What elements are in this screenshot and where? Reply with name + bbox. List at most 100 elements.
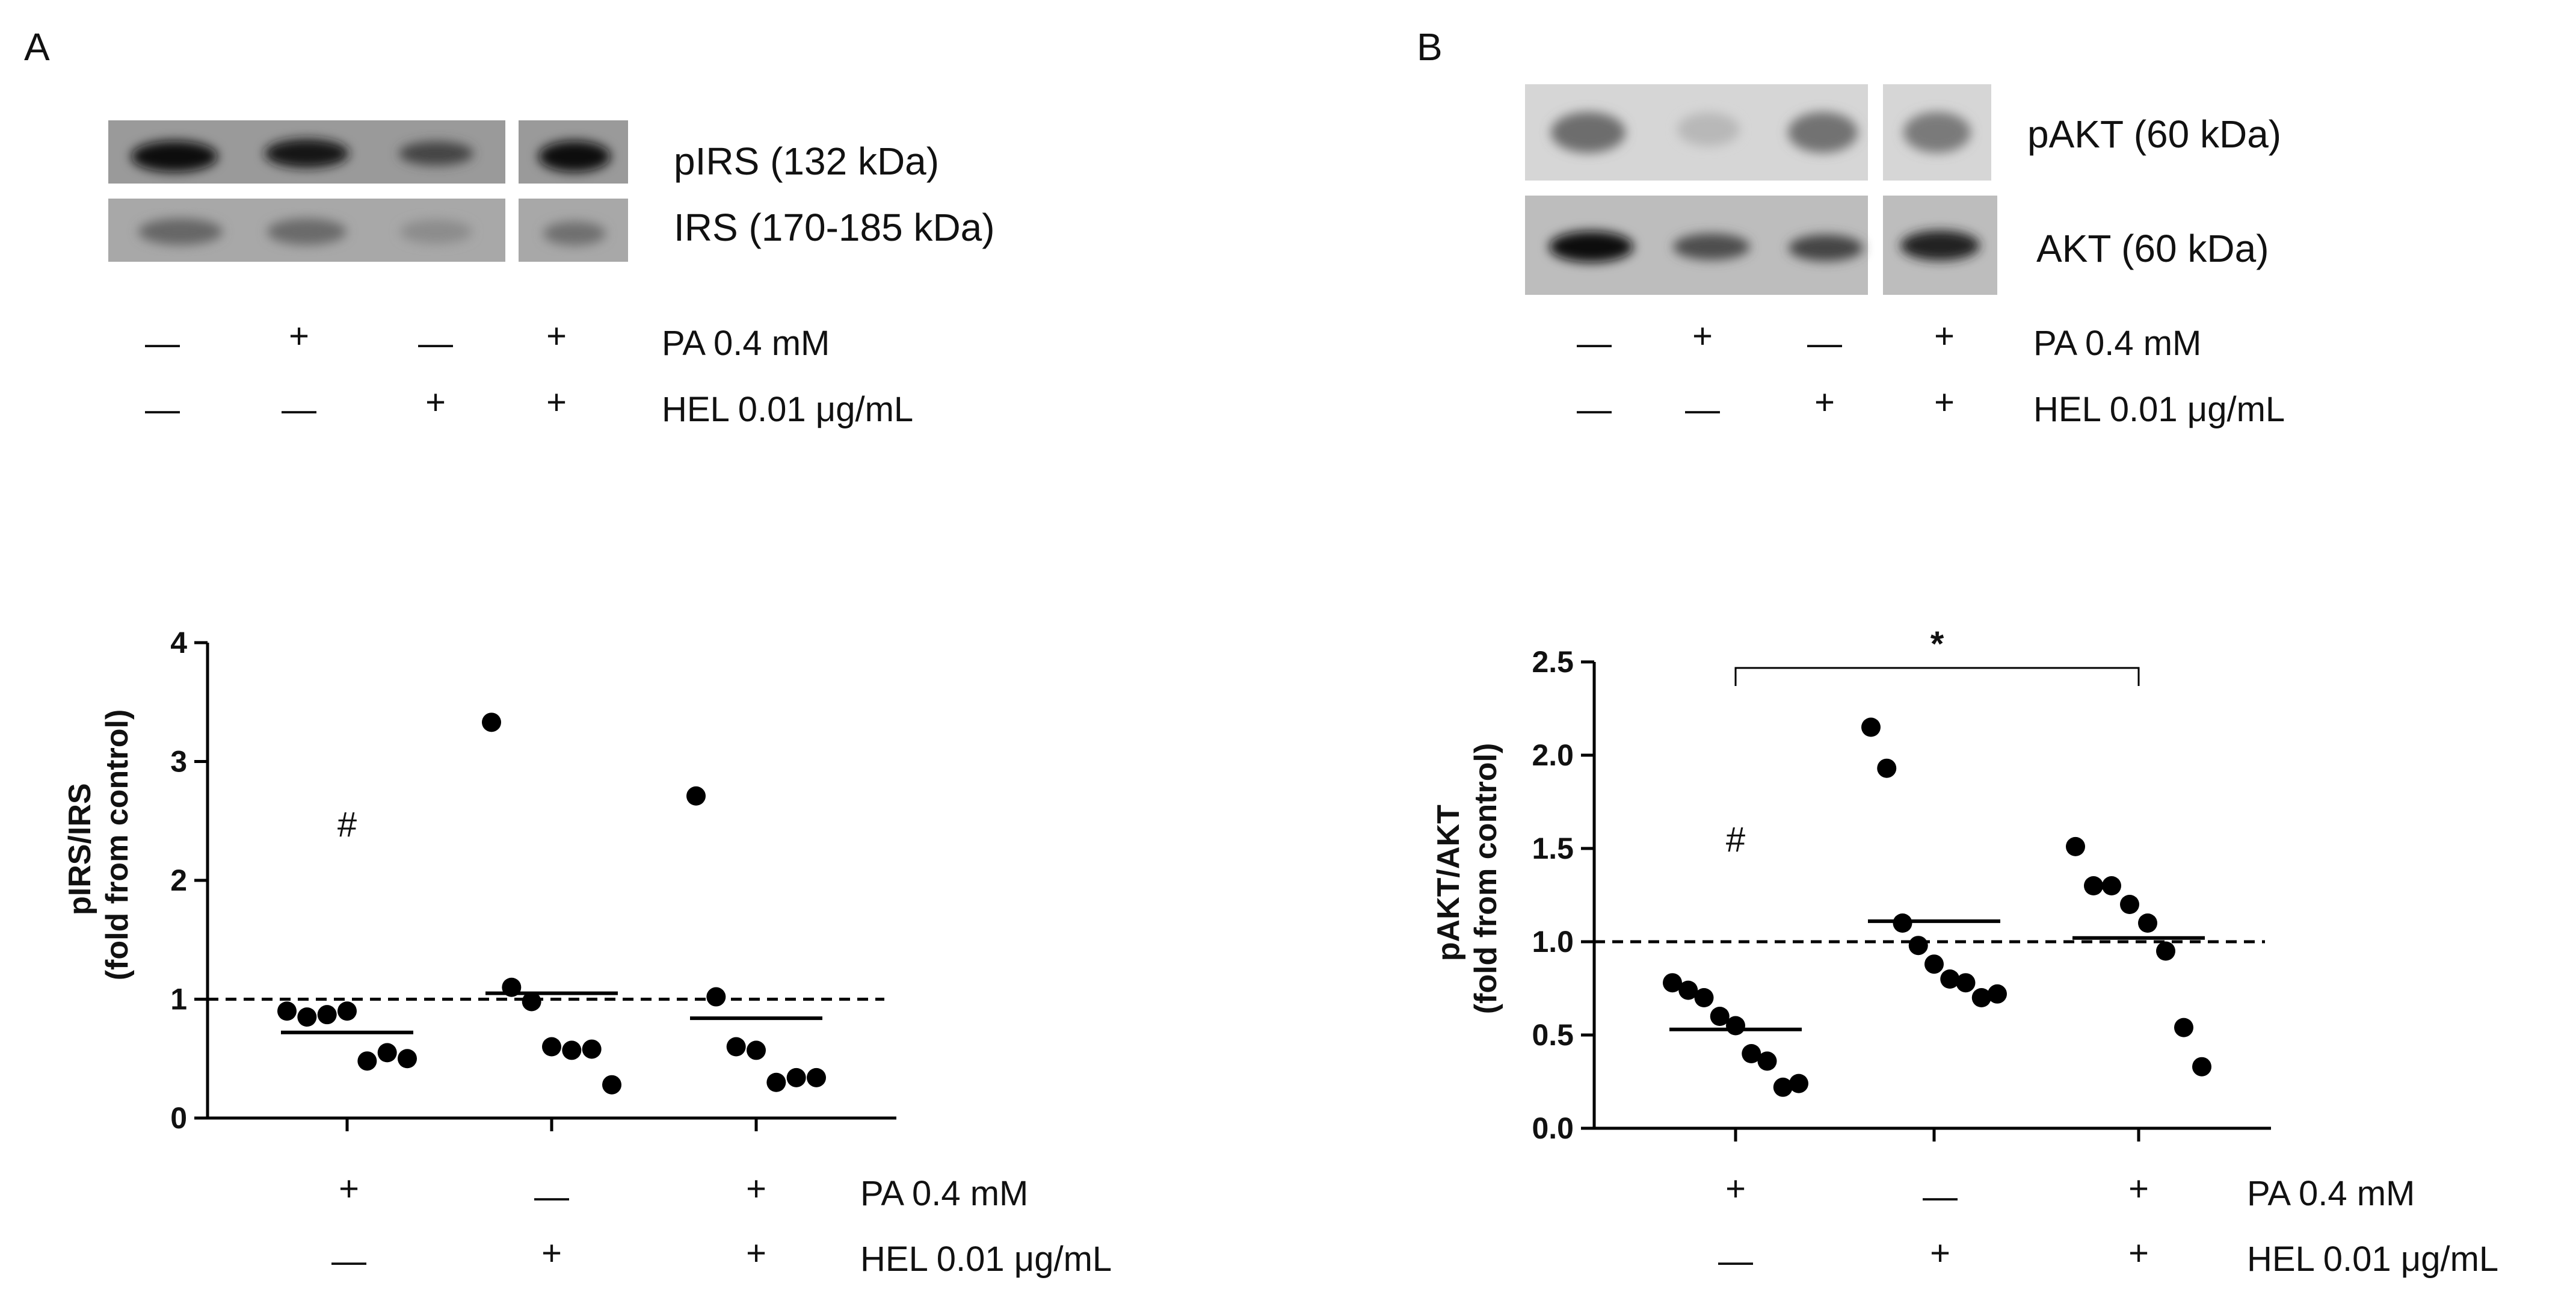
data-point <box>357 1051 377 1071</box>
data-point <box>1877 758 1897 778</box>
significance-mark: # <box>1726 820 1745 859</box>
sign: — <box>145 390 180 429</box>
sign: — <box>418 324 453 363</box>
blot-b-label-2: AKT (60 kDa) <box>2036 227 2269 270</box>
row-label: PA 0.4 mM <box>860 1174 1028 1213</box>
data-point <box>1971 988 1991 1007</box>
sign: + <box>546 317 567 356</box>
data-point <box>398 1049 417 1069</box>
sign: + <box>541 1234 562 1273</box>
data-point <box>1678 980 1698 1000</box>
data-point <box>1757 1051 1777 1071</box>
sign: — <box>145 324 180 363</box>
data-point <box>2138 913 2157 933</box>
chart-a-y-title: pIRS/IRS (fold from control) <box>63 709 135 981</box>
blot-a-treatment-table: — + — + PA 0.4 mM — — + + HEL 0.01 μg/mL <box>145 317 913 429</box>
data-point <box>317 1005 337 1025</box>
sign: + <box>289 317 309 356</box>
y-title-line-1: pAKT/AKT <box>1431 805 1466 961</box>
data-point <box>522 992 541 1012</box>
sign: — <box>282 390 316 429</box>
blot-b-treatment-table: — + — + PA 0.4 mM — — + + HEL 0.01 μg/mL <box>1577 317 2285 429</box>
bracket-significance: * <box>1930 625 1944 664</box>
sign: + <box>1934 383 1955 422</box>
sign: + <box>746 1234 766 1273</box>
data-point <box>2084 876 2103 895</box>
panel-a: A <box>24 25 1112 1281</box>
row-label: PA 0.4 mM <box>662 324 830 363</box>
data-point <box>582 1039 602 1059</box>
data-point <box>1694 988 1714 1007</box>
data-point <box>1956 973 1976 993</box>
data-point <box>686 786 706 806</box>
y-tick-label: 2.0 <box>1532 738 1574 772</box>
sign: — <box>1685 390 1720 429</box>
data-point <box>807 1067 826 1087</box>
data-point <box>2174 1018 2193 1037</box>
data-point <box>766 1072 786 1092</box>
data-point <box>2120 895 2139 914</box>
chart-b-y-title: pAKT/AKT (fold from control) <box>1431 743 1503 1015</box>
blot-a <box>108 120 628 262</box>
data-point <box>542 1037 561 1057</box>
data-point <box>1663 973 1682 993</box>
y-tick-label: 1.5 <box>1532 832 1574 865</box>
blot-b-strip-top <box>1525 84 1991 181</box>
data-point <box>2192 1057 2211 1077</box>
sign: + <box>546 383 567 422</box>
y-tick-label: 4 <box>170 626 187 660</box>
panel-a-letter: A <box>24 25 50 69</box>
data-point <box>747 1040 766 1060</box>
y-tick-label: 2.5 <box>1532 645 1574 679</box>
data-point <box>1726 1016 1745 1036</box>
sign: — <box>534 1177 569 1216</box>
blot-a-strip-bottom <box>108 199 628 262</box>
blot-a-strip-top <box>108 120 628 184</box>
sign: — <box>1807 324 1842 363</box>
data-point <box>1710 1007 1730 1026</box>
data-point <box>482 712 501 732</box>
data-point <box>1908 936 1928 956</box>
panel-b-letter: B <box>1417 25 1443 69</box>
row-label: HEL 0.01 μg/mL <box>2033 390 2285 429</box>
comparison-bracket <box>1734 667 2140 686</box>
sign: — <box>1577 324 1612 363</box>
data-point <box>2156 941 2175 961</box>
data-point <box>706 987 726 1007</box>
axis-a-treatment-table: + — + PA 0.4 mM — + + HEL 0.01 μg/mL <box>331 1169 1112 1281</box>
data-point <box>726 1037 746 1057</box>
y-tick-label: 0.0 <box>1532 1111 1574 1145</box>
sign: + <box>746 1169 766 1208</box>
data-point <box>1742 1044 1761 1063</box>
sign: — <box>331 1241 366 1281</box>
blot-b <box>1525 84 1997 295</box>
data-point <box>786 1067 806 1087</box>
data-point <box>1773 1077 1793 1097</box>
blot-a-label-2: IRS (170-185 kDa) <box>674 206 995 249</box>
y-title-line-2: (fold from control) <box>100 709 135 981</box>
data-point <box>277 1001 297 1021</box>
data-point <box>1940 969 1960 989</box>
data-point <box>1789 1074 1808 1093</box>
sign: + <box>1725 1169 1746 1208</box>
y-tick-label: 0.5 <box>1532 1018 1574 1052</box>
y-title-line-1: pIRS/IRS <box>63 783 97 915</box>
sign: + <box>1814 383 1835 422</box>
y-tick-label: 1 <box>170 983 187 1016</box>
sign: — <box>1923 1177 1958 1216</box>
panel-b: B <box>1417 25 2498 1281</box>
row-label: HEL 0.01 μg/mL <box>2247 1240 2498 1279</box>
chart-b: pAKT/AKT (fold from control) 0.0 0.5 1.0 1.… <box>1431 625 2271 1145</box>
significance-mark: # <box>337 805 357 844</box>
y-tick-label: 0 <box>170 1101 187 1135</box>
data-point <box>1924 954 1944 974</box>
row-label: PA 0.4 mM <box>2247 1174 2415 1213</box>
sign: + <box>339 1169 359 1208</box>
sign: + <box>2128 1169 2149 1208</box>
data-point <box>297 1007 317 1027</box>
sign: + <box>1930 1234 1950 1273</box>
sign: + <box>425 383 446 422</box>
sign: — <box>1718 1241 1753 1281</box>
axis-b-treatment-table: + — + PA 0.4 mM — + + HEL 0.01 μg/mL <box>1718 1169 2498 1281</box>
